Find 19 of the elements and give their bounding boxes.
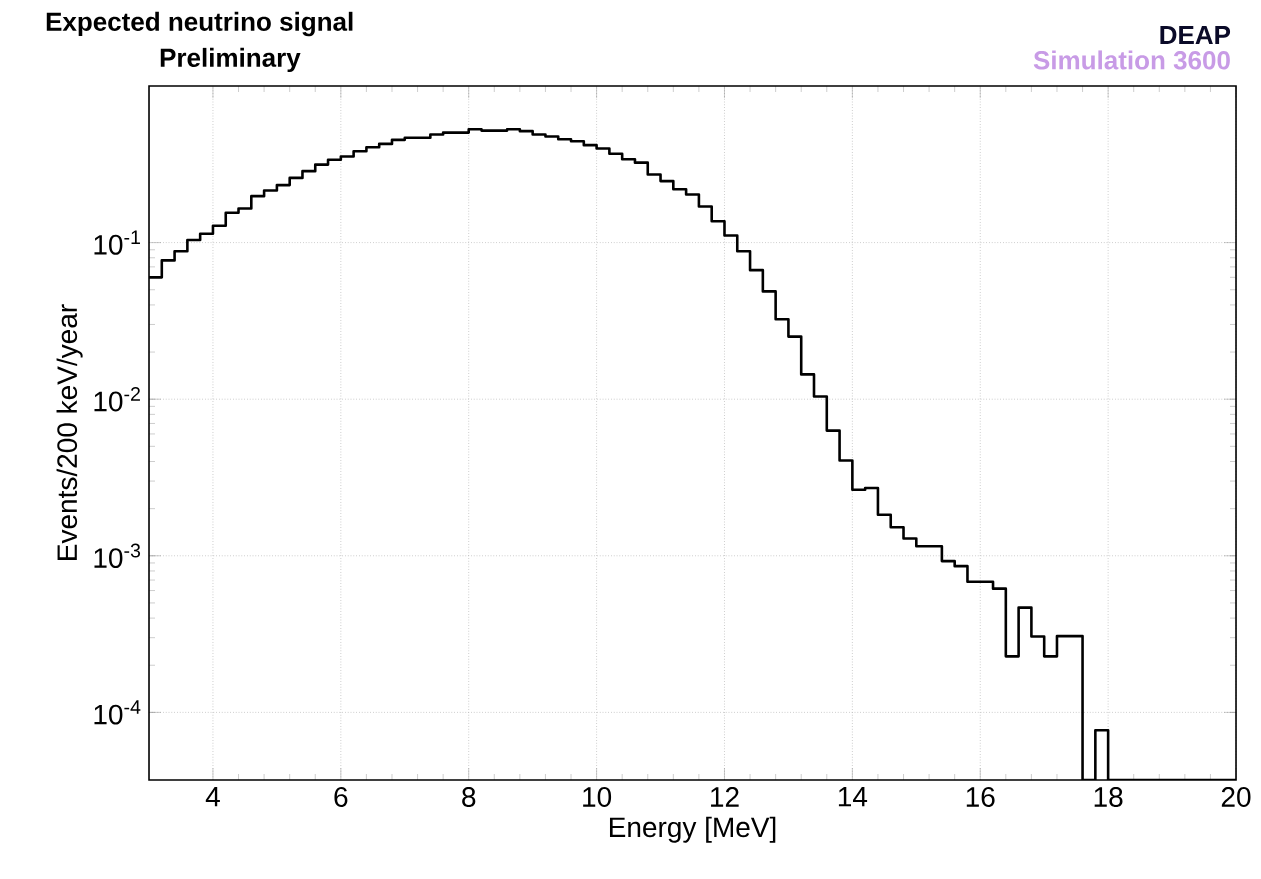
text: Simulation 3600 <box>1033 50 1230 70</box>
x-axis-title: Energy [MeV] <box>609 816 776 843</box>
x-tick-label: 8 <box>462 787 476 807</box>
x-tick-label: 10 <box>583 787 612 807</box>
x-tick-label: 12 <box>711 787 739 807</box>
x-tick-label: 20 <box>1221 787 1251 807</box>
text: DEAP <box>1160 26 1231 44</box>
chart-subtitle: Preliminary <box>160 47 301 73</box>
y-tick-label: 10$^{-1}$ <box>94 230 140 255</box>
chart-title: Expected neutrino signal <box>46 11 353 37</box>
y-tick-label: 10$^{-2}$ <box>94 387 140 412</box>
x-tick-label: 16 <box>966 787 995 807</box>
x-tick-label: 6 <box>334 787 348 807</box>
x-tick-label: 4 <box>205 787 220 807</box>
y-tick-label: 10$^{-4}$ <box>94 700 141 725</box>
x-tick-label: 14 <box>838 787 868 807</box>
y-axis-title: Events/200 keV/year <box>56 304 83 560</box>
y-tick-label: 10$^{-3}$ <box>94 543 141 569</box>
x-tick-label: 18 <box>1094 787 1123 807</box>
